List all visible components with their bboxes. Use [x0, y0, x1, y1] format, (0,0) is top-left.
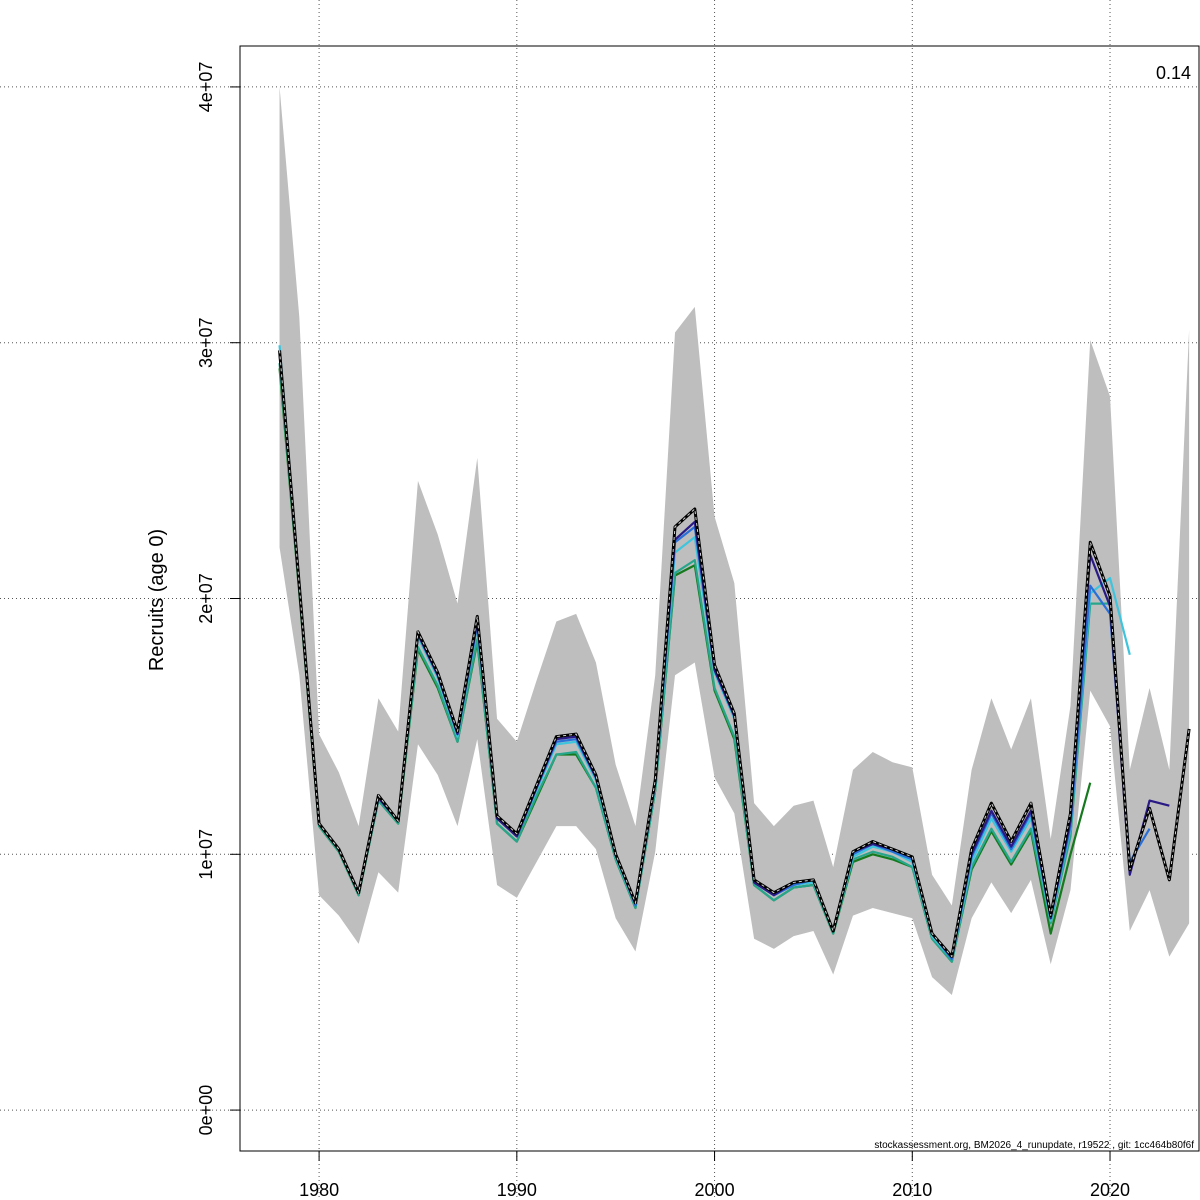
x-tick-label: 1980: [299, 1180, 339, 1200]
y-tick-label: 1e+07: [196, 829, 216, 880]
footer-credit: stockassessment.org, BM2026_4_runupdate,…: [874, 1140, 1194, 1151]
y-tick-label: 4e+07: [196, 62, 216, 113]
x-tick-label: 1990: [497, 1180, 537, 1200]
series-lines: [278, 345, 1191, 963]
confidence-band-group: [279, 86, 1190, 995]
mohn-rho-annotation: 0.14: [1156, 63, 1191, 83]
y-axis-label: Recruits (age 0): [146, 529, 168, 671]
x-tick-label: 2020: [1090, 1180, 1130, 1200]
base-series-dash: [279, 350, 1190, 958]
y-tick-label: 3e+07: [196, 317, 216, 368]
y-axis: 0e+00 1e+07 2e+07 3e+07 4e+07: [196, 62, 240, 1136]
confidence-band: [279, 86, 1190, 995]
y-tick-label: 2e+07: [196, 573, 216, 624]
x-tick-label: 2000: [695, 1180, 735, 1200]
x-tick-label: 2010: [892, 1180, 932, 1200]
y-tick-label: 0e+00: [196, 1085, 216, 1136]
x-axis: 1980 1990 2000 2010 2020: [299, 1151, 1130, 1200]
